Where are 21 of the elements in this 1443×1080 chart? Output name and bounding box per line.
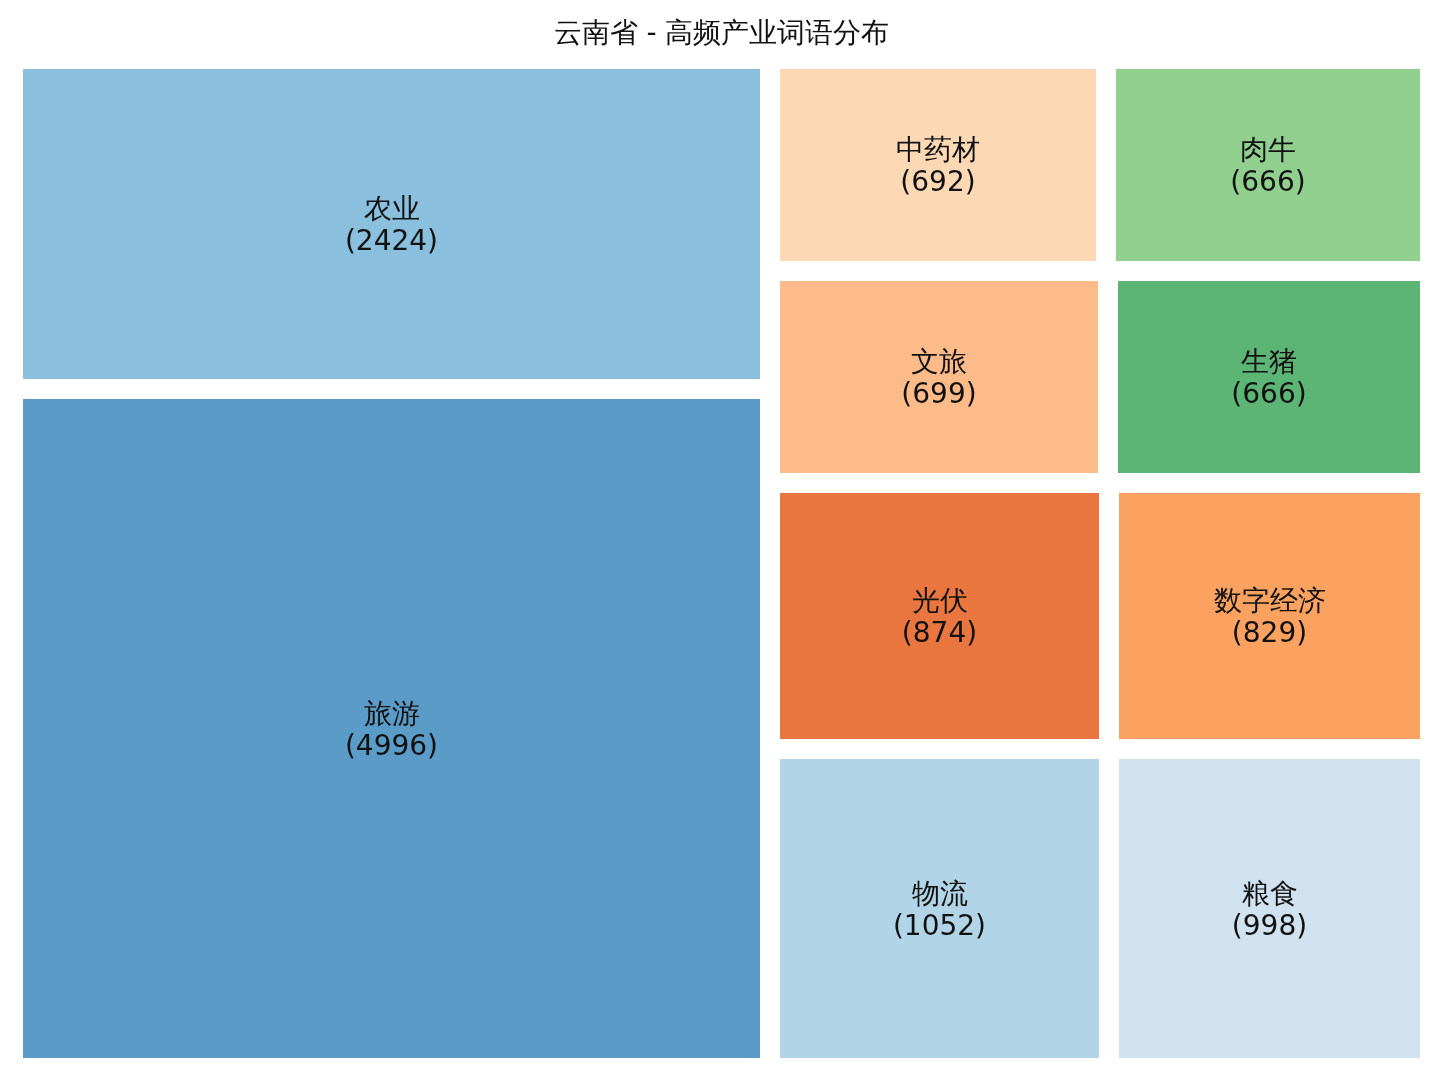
category-label: 旅游: [363, 696, 420, 730]
data-label: (2424): [344, 224, 439, 257]
data-label: (692): [900, 165, 976, 198]
data-label: (666): [1231, 377, 1307, 410]
category-label: 中药材: [896, 133, 980, 166]
data-label: (4996): [344, 728, 439, 762]
category-label: 粮食: [1241, 876, 1298, 910]
category-label: 肉牛: [1240, 133, 1296, 166]
data-label: (666): [1230, 165, 1306, 198]
category-label: 生猪: [1241, 345, 1297, 378]
data-label: (1052): [892, 908, 987, 942]
category-label: 光伏: [911, 584, 968, 617]
category-label: 数字经济: [1213, 584, 1326, 617]
text: 云南省 - 高频产业词语分布: [553, 16, 890, 49]
data-label: (874): [901, 616, 978, 649]
data-label: (829): [1231, 616, 1308, 649]
category-label: 农业: [363, 192, 420, 225]
data-label: (998): [1231, 908, 1308, 942]
category-label: 文旅: [911, 345, 967, 378]
category-label: 物流: [911, 876, 968, 910]
data-label: (699): [901, 377, 977, 410]
